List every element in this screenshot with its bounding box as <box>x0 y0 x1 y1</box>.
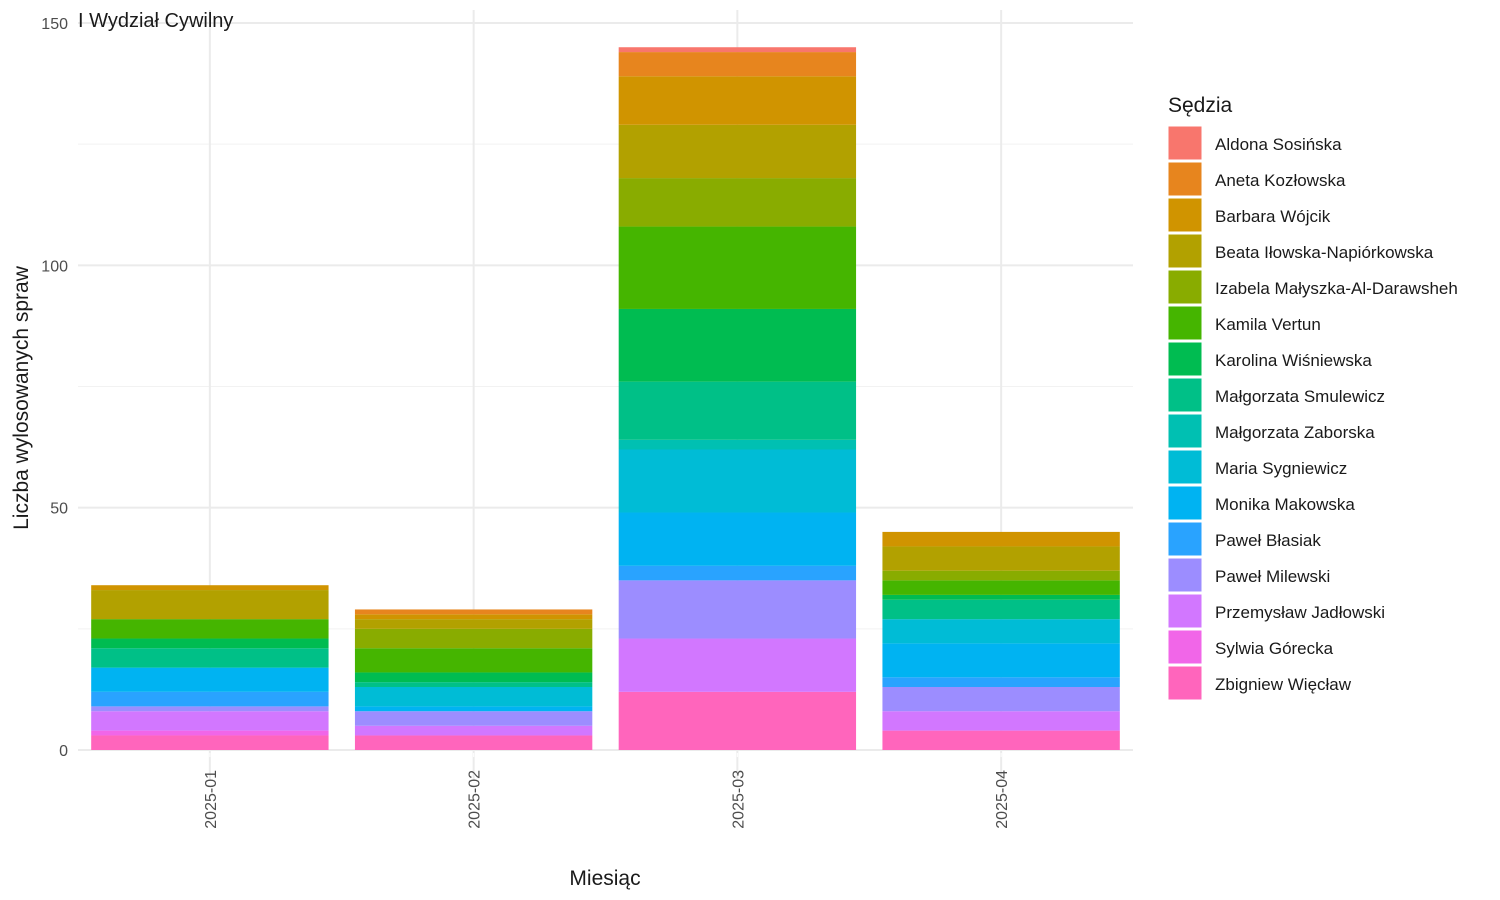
legend-key <box>1167 665 1203 701</box>
bar-segment: Monika Makowska — 2025-03: 11 <box>618 512 857 566</box>
bar-segment: Paweł Milewski — 2025-04: 5 <box>882 686 1120 712</box>
bar-segment: Przemysław Jadłowski — 2025-04: 4 <box>882 711 1120 731</box>
legend-label: Beata Iłowska-Napiórkowska <box>1215 243 1434 262</box>
legend-label: Paweł Milewski <box>1215 567 1330 586</box>
legend: Sędzia Aldona Sosińska Aneta Kozłowska Bar… <box>1167 94 1458 701</box>
legend-key <box>1167 125 1203 161</box>
legend-key <box>1167 413 1203 449</box>
legend-label: Zbigniew Więcław <box>1215 675 1352 694</box>
bar-segment: Monika Makowska — 2025-02: 1 <box>354 706 593 712</box>
bar-segment: Paweł Milewski — 2025-01: 1 <box>91 706 329 712</box>
bar-segment: Monika Makowska — 2025-01: 5 <box>91 667 329 692</box>
bar-segment: Karolina Wiśniewska — 2025-03: 15 <box>618 308 857 382</box>
legend-label: Małgorzata Zaborska <box>1215 423 1375 442</box>
bar-segment: Kamila Vertun — 2025-04: 3 <box>882 580 1120 595</box>
legend-key <box>1167 593 1203 629</box>
bar-segment: Barbara Wójcik — 2025-04: 3 <box>882 531 1120 547</box>
bar-segment: Przemysław Jadłowski — 2025-01: 4 <box>91 711 329 731</box>
bar-segment: Maria Sygniewicz — 2025-02: 4 <box>354 686 593 707</box>
bar-segment: Izabela Małyszka-Al-Darawsheh — 2025-03:… <box>618 178 857 227</box>
bar-segment: Maria Sygniewicz — 2025-04: 5 <box>882 619 1120 644</box>
bar-segment: Karolina Wiśniewska — 2025-04: 1 <box>882 594 1120 600</box>
legend-label: Maria Sygniewicz <box>1215 459 1347 478</box>
legend-key <box>1167 485 1203 521</box>
legend-title: Sędzia <box>1168 94 1233 117</box>
chart-title: I Wydział Cywilny <box>78 10 233 32</box>
legend-label: Karolina Wiśniewska <box>1215 351 1372 370</box>
bar-segment: Kamila Vertun — 2025-03: 17 <box>618 226 857 309</box>
bar-segment: Małgorzata Smulewicz — 2025-01: 4 <box>91 648 329 668</box>
legend-key <box>1167 161 1203 197</box>
bar-segment: Karolina Wiśniewska — 2025-02: 2 <box>354 672 593 683</box>
bar-segment: Monika Makowska — 2025-04: 7 <box>882 643 1120 678</box>
x-tick-label: 2025-02 <box>467 770 484 829</box>
legend-key <box>1167 557 1203 593</box>
bar-segment: Kamila Vertun — 2025-01: 4 <box>91 619 329 639</box>
bar-segment: Aneta Kozłowska — 2025-02: 1 <box>354 609 593 615</box>
bar-segment: Małgorzata Smulewicz — 2025-03: 12 <box>618 381 857 440</box>
x-tick-label: 2025-01 <box>203 770 220 829</box>
bar-segment: Paweł Milewski — 2025-02: 3 <box>354 711 593 726</box>
bar-segment: Paweł Błasiak — 2025-01: 3 <box>91 691 329 707</box>
bar-segment: Karolina Wiśniewska — 2025-01: 2 <box>91 638 329 649</box>
bar-segment: Barbara Wójcik — 2025-03: 10 <box>618 76 857 125</box>
axes: 0 50 100 150 2025-01 2025-02 2025-03 2025-04 <box>41 16 1011 829</box>
x-tick-label: 2025-04 <box>994 770 1011 829</box>
bar-segment: Paweł Błasiak — 2025-04: 2 <box>882 677 1120 687</box>
bar-segment: Izabela Małyszka-Al-Darawsheh — 2025-04:… <box>882 570 1120 581</box>
legend-key <box>1167 341 1203 377</box>
legend-label: Barbara Wójcik <box>1215 207 1331 226</box>
bar-segment: Małgorzata Smulewicz — 2025-04: 4 <box>882 599 1120 620</box>
legend-key <box>1167 629 1203 665</box>
legend-label: Paweł Błasiak <box>1215 531 1321 550</box>
legend-label: Aldona Sosińska <box>1215 135 1342 154</box>
legend-key <box>1167 521 1203 557</box>
bar-segment: Przemysław Jadłowski — 2025-03: 11 <box>618 638 857 692</box>
x-tick-label: 2025-03 <box>730 770 747 829</box>
bar-segment: Beata Iłowska-Napiórkowska — 2025-03: 11 <box>618 124 857 179</box>
legend-label: Kamila Vertun <box>1215 315 1321 334</box>
bar-segment: Paweł Milewski — 2025-03: 12 <box>618 580 857 639</box>
bar-segment: Paweł Błasiak — 2025-03: 3 <box>618 565 857 581</box>
bar-segment: Barbara Wójcik — 2025-02: 1 <box>354 614 593 620</box>
y-tick-label: 50 <box>50 501 68 518</box>
bar-segment: Małgorzata Smulewicz — 2025-02: 1 <box>354 682 593 687</box>
bar-segment: Beata Iłowska-Napiórkowska — 2025-02: 2 <box>354 619 593 629</box>
bar-segment: Przemysław Jadłowski — 2025-02: 2 <box>354 725 593 736</box>
bar-segment: Aneta Kozłowska — 2025-03: 5 <box>618 52 857 77</box>
y-tick-label: 0 <box>59 743 68 760</box>
bar-segment: Aldona Sosińska — 2025-03: 1 <box>618 47 857 53</box>
legend-key <box>1167 269 1203 305</box>
legend-label: Izabela Małyszka-Al-Darawsheh <box>1215 279 1458 298</box>
bar-segment: Zbigniew Więcław — 2025-01: 3 <box>91 735 329 750</box>
legend-label: Monika Makowska <box>1215 495 1355 514</box>
legend-label: Sylwia Górecka <box>1215 639 1334 658</box>
y-tick-label: 100 <box>41 258 68 275</box>
bar-segment: Małgorzata Zaborska — 2025-03: 2 <box>618 439 857 450</box>
y-tick-label: 150 <box>41 16 68 33</box>
legend-label: Małgorzata Smulewicz <box>1215 387 1385 406</box>
bar-segment: Zbigniew Więcław — 2025-03: 12 <box>618 691 857 750</box>
legend-key <box>1167 377 1203 413</box>
bar-segment: Maria Sygniewicz — 2025-03: 13 <box>618 449 857 513</box>
legend-key <box>1167 449 1203 485</box>
bar-segment: Zbigniew Więcław — 2025-04: 4 <box>882 730 1120 750</box>
bar-segment: Izabela Małyszka-Al-Darawsheh — 2025-02:… <box>354 628 593 649</box>
bar-segment: Beata Iłowska-Napiórkowska — 2025-04: 5 <box>882 546 1120 571</box>
bar-segment: Sylwia Górecka — 2025-01: 1 <box>91 730 329 736</box>
bar-segment: Beata Iłowska-Napiórkowska — 2025-01: 6 <box>91 590 329 620</box>
bar-segment: Barbara Wójcik — 2025-01: 1 <box>91 585 329 591</box>
legend-label: Aneta Kozłowska <box>1215 171 1346 190</box>
y-axis-title: Liczba wylosowanych spraw <box>10 265 33 530</box>
legend-key <box>1167 305 1203 341</box>
bar-segment: Kamila Vertun — 2025-02: 5 <box>354 648 593 673</box>
bars: Zbigniew Więcław — 2025-01: 3Sylwia Góre… <box>91 47 1120 750</box>
legend-key <box>1167 197 1203 233</box>
x-axis-title: Miesiąc <box>569 867 640 890</box>
bar-segment: Zbigniew Więcław — 2025-02: 3 <box>354 735 593 750</box>
legend-label: Przemysław Jadłowski <box>1215 603 1385 622</box>
legend-key <box>1167 233 1203 269</box>
